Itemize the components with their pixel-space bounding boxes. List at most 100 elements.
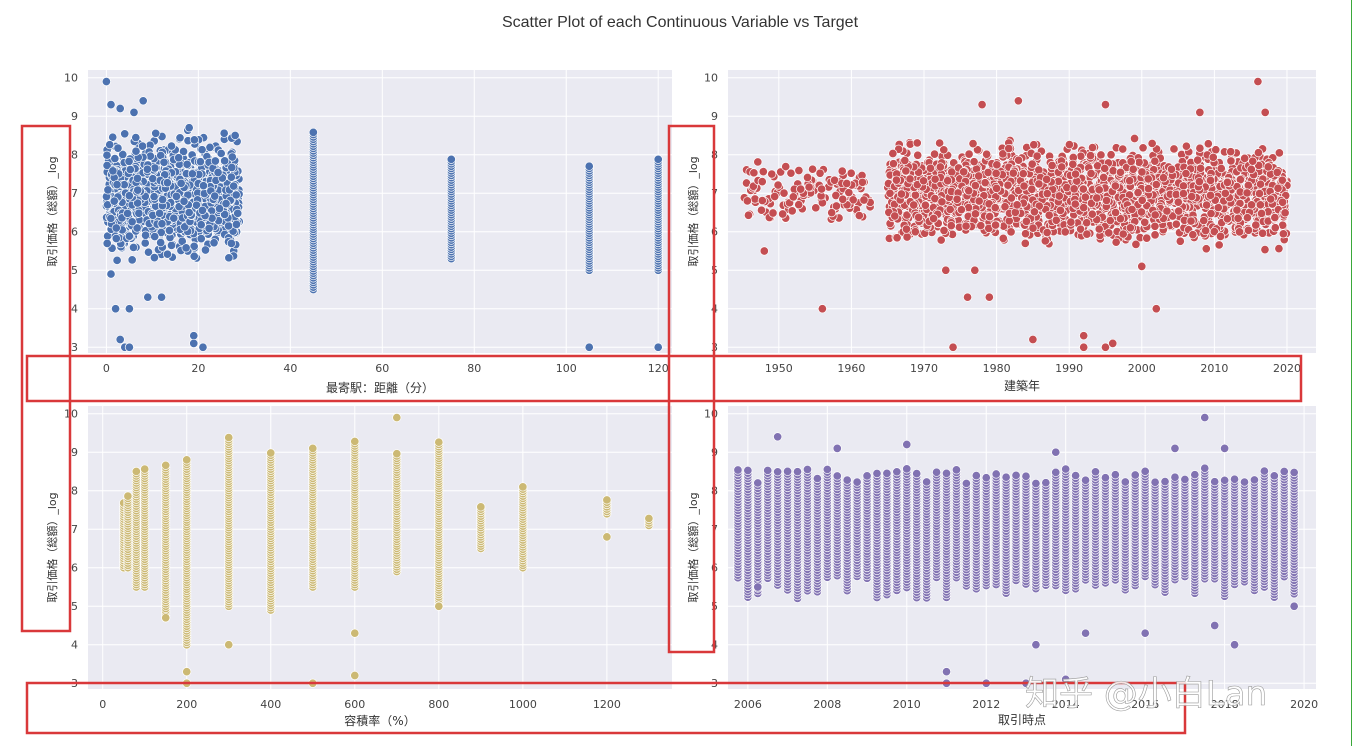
scatter-point (187, 169, 197, 179)
scatter-point (1100, 342, 1111, 352)
scatter-point (229, 181, 239, 191)
scatter-point (956, 205, 966, 215)
scatter-point (161, 460, 171, 470)
scatter-point (1142, 233, 1152, 243)
scatter-point (802, 172, 813, 183)
scatter-point (129, 107, 139, 117)
scatter-point (149, 253, 159, 263)
scatter-point (1000, 202, 1010, 212)
scatter-point (1178, 189, 1188, 199)
scatter-marks (739, 77, 1292, 352)
scatter-point (1137, 195, 1147, 205)
scatter-point (127, 255, 137, 265)
scatter-point (815, 168, 825, 178)
x-tick-label: 2020 (1273, 362, 1301, 375)
scatter-point (913, 150, 923, 160)
scatter-point (759, 246, 769, 256)
scatter-point (1055, 205, 1065, 215)
scatter-point (350, 628, 360, 638)
scatter-point (974, 196, 984, 206)
x-tick-label: 2010 (893, 698, 921, 711)
scatter-marks (119, 413, 654, 688)
scatter-point (1064, 140, 1074, 150)
scatter-point (120, 129, 130, 139)
scatter-point (1253, 148, 1263, 158)
scatter-point (991, 220, 1001, 230)
scatter-point (1069, 184, 1079, 194)
scatter-point (1110, 181, 1120, 191)
scatter-point (943, 176, 953, 186)
scatter-point (189, 251, 199, 261)
scatter-point (169, 213, 179, 223)
x-axis-label: 取引時点 (998, 713, 1046, 727)
scatter-point (901, 166, 911, 176)
scatter-point (162, 178, 172, 188)
scatter-point (189, 338, 199, 348)
scatter-point (1134, 157, 1144, 167)
scatter-point (182, 667, 192, 677)
scatter-point (108, 166, 118, 176)
scatter-point (518, 482, 528, 492)
scatter-point (177, 236, 187, 246)
scatter-point (1203, 139, 1213, 149)
scatter-point (1079, 331, 1089, 341)
scatter-point (974, 171, 984, 181)
scatter-point (182, 159, 192, 169)
scatter-point (197, 205, 207, 215)
scatter-point (1131, 239, 1141, 249)
scatter-point (1126, 156, 1136, 167)
scatter-point (1187, 192, 1197, 202)
x-tick-label: 2008 (813, 698, 841, 711)
y-tick-label: 6 (71, 226, 78, 239)
scatter-point (205, 142, 215, 152)
scatter-point (219, 128, 229, 138)
scatter-point (1232, 205, 1242, 215)
scatter-point (1151, 180, 1161, 190)
scatter-point (1168, 211, 1178, 221)
scatter-point (131, 133, 141, 143)
scatter-point (838, 194, 848, 204)
scatter-point (1273, 183, 1283, 193)
y-tick-label: 4 (71, 639, 78, 652)
scatter-point (220, 209, 230, 219)
scatter-point (1166, 164, 1177, 174)
x-tick-label: 120 (648, 362, 669, 375)
scatter-point (1169, 144, 1179, 154)
scatter-point (939, 145, 949, 155)
scatter-point (109, 196, 119, 206)
scatter-point (929, 149, 940, 159)
scatter-point (140, 238, 150, 248)
scatter-point (161, 613, 171, 623)
y-tick-label: 10 (704, 408, 718, 421)
scatter-point (998, 149, 1008, 159)
scatter-point (1248, 156, 1258, 166)
scatter-point (132, 173, 142, 183)
scatter-point (1205, 190, 1216, 200)
scatter-point (948, 342, 958, 352)
scatter-point (757, 177, 767, 187)
scatter-point (204, 223, 214, 233)
scatter-point (930, 174, 940, 184)
scatter-point (1188, 230, 1198, 240)
scatter-point (1255, 179, 1266, 189)
y-tick-label: 10 (704, 72, 718, 85)
scatter-point (220, 156, 230, 166)
x-tick-label: 0 (103, 362, 110, 375)
scatter-point (182, 455, 192, 465)
scatter-point (124, 231, 134, 241)
scatter-point (1105, 216, 1115, 226)
scatter-point (919, 176, 929, 186)
scatter-point (102, 160, 112, 171)
scatter-point (896, 189, 907, 199)
scatter-point (1086, 168, 1096, 179)
scatter-point (900, 155, 910, 166)
scatter-point (778, 209, 788, 219)
scatter-point (149, 192, 159, 202)
scatter-point (233, 208, 243, 218)
scatter-point (892, 233, 902, 243)
scatter-point (124, 156, 134, 166)
scatter-point (171, 191, 181, 201)
scatter-point (1277, 175, 1287, 185)
scatter-point (779, 188, 789, 198)
scatter-point (1125, 176, 1135, 186)
